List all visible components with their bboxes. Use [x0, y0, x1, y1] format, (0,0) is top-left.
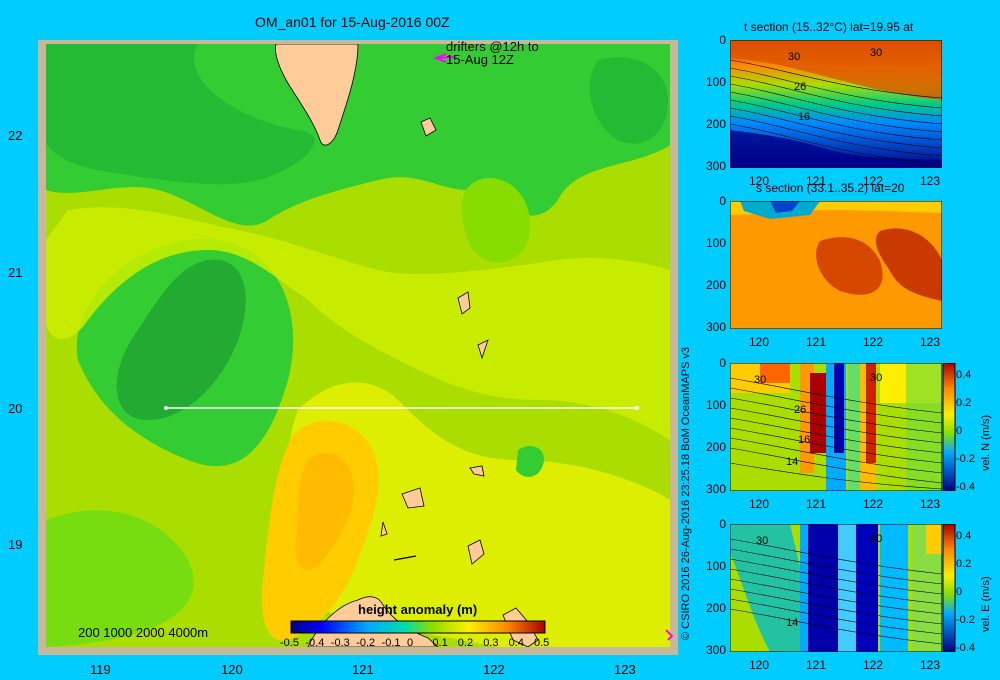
- colorbar-tick: -0.5: [280, 637, 299, 649]
- panel-3-cb-tick: 0.4: [956, 530, 972, 542]
- svg-text:26: 26: [794, 81, 806, 93]
- panel-2-x-tick: 123: [920, 497, 941, 511]
- lon-label-120: 120: [221, 662, 243, 677]
- svg-text:16: 16: [798, 111, 810, 123]
- colorbar-tick: 0: [407, 637, 414, 649]
- panel-2-y-tick: 300: [705, 482, 726, 496]
- svg-text:30: 30: [870, 47, 882, 59]
- panel-2-x-tick: 120: [749, 497, 770, 511]
- svg-text:14: 14: [786, 456, 798, 468]
- panel-1-title: s section (33.1..35.2) lat=20: [756, 181, 905, 195]
- svg-text:26: 26: [794, 404, 806, 416]
- height-anomaly-map: [38, 40, 678, 655]
- panel-2-cb-tick: 0.4: [956, 369, 972, 381]
- svg-text:16: 16: [798, 434, 810, 446]
- lon-label-121: 121: [352, 662, 374, 677]
- credit-text: © CSIRO 2016 26-Aug-2016 23:25:18 BoM Oc…: [680, 346, 692, 640]
- panel-3-y-tick: 0: [719, 517, 726, 531]
- lat-label-21: 21: [8, 265, 23, 280]
- colorbar-tick: -0.4: [305, 637, 325, 649]
- panel-3-x-tick: 120: [749, 658, 770, 672]
- svg-text:14: 14: [786, 617, 798, 629]
- svg-text:30: 30: [756, 535, 768, 547]
- panel-0-y-tick: 200: [705, 117, 726, 131]
- panel-2-cb-tick: 0.2: [956, 397, 972, 409]
- panel-0-x-tick: 121: [806, 174, 827, 188]
- colorbar-tick: 0.2: [457, 637, 474, 649]
- panel-3-cb-tick: -0.4: [956, 642, 975, 654]
- svg-text:30: 30: [788, 51, 800, 63]
- colorbar-tick: -0.1: [381, 637, 401, 649]
- colorbar-tick: 0.1: [432, 637, 448, 649]
- lat-label-19: 19: [8, 537, 23, 552]
- height-colorbar: [290, 620, 546, 634]
- panel-2-x-tick: 121: [806, 497, 827, 511]
- panel-3-x-tick: 121: [806, 658, 827, 672]
- velocity-north-section: 30 30 26 16 14: [730, 363, 942, 491]
- panel-3-cb-tick: -0.2: [956, 614, 975, 626]
- colorbar-ticks: -0.5 -0.4 -0.3 -0.2 -0.1 0 0.1 0.2 0.3 0.4 0.5: [280, 637, 556, 653]
- panel-0-x-tick: 122: [863, 174, 884, 188]
- salinity-section: [730, 201, 942, 329]
- panel-1-x-tick: 123: [920, 335, 941, 349]
- panel-0-y-tick: 300: [705, 159, 726, 173]
- panel-2-y-tick: 200: [705, 440, 726, 454]
- panel-2-x-tick: 122: [863, 497, 884, 511]
- vel-e-colorbar: [942, 524, 956, 652]
- panel-2-y-tick: 0: [719, 356, 726, 370]
- colorbar-title: height anomaly (m): [358, 602, 478, 617]
- svg-text:30: 30: [870, 533, 882, 545]
- panel-3-y-tick: 300: [705, 643, 726, 657]
- lon-label-123: 123: [614, 662, 636, 677]
- panel-3-y-tick: 200: [705, 601, 726, 615]
- panel-1-x-tick: 122: [863, 335, 884, 349]
- velocity-east-section: 30 30 14: [730, 524, 942, 652]
- colorbar-tick: 0.5: [534, 637, 550, 649]
- panel-0-y-tick: 0: [719, 33, 726, 47]
- panel-2-cb-tick: -0.2: [956, 453, 975, 465]
- panel-1-y-tick: 0: [719, 194, 726, 208]
- drifters-label: drifters @12h to 15-Aug 12Z: [446, 39, 539, 67]
- panel-3-cb-label: vel. E (m/s): [980, 576, 992, 632]
- panel-1-y-tick: 300: [705, 320, 726, 334]
- temperature-section: 30 30 26 16: [730, 40, 942, 168]
- panel-3-cb-tick: 0.2: [956, 558, 972, 570]
- lat-label-22: 22: [8, 128, 23, 143]
- panel-1-y-tick: 200: [705, 278, 726, 292]
- panel-2-y-tick: 100: [705, 398, 726, 412]
- panel-2-cb-tick: 0: [956, 425, 963, 437]
- depth-legend: 200 1000 2000 4000m: [78, 625, 209, 640]
- map-title: OM_an01 for 15-Aug-2016 00Z: [255, 14, 450, 30]
- panel-0-x-tick: 123: [920, 174, 941, 188]
- panel-0-title: t section (15..32°C) lat=19.95 at: [744, 20, 914, 34]
- colorbar-tick: -0.2: [356, 637, 376, 649]
- vel-n-colorbar: [942, 363, 956, 491]
- lon-label-119: 119: [90, 662, 111, 677]
- land-taiwan: [275, 44, 359, 146]
- panel-3-x-tick: 122: [863, 658, 884, 672]
- panel-2-cb-label: vel. N (m/s): [980, 414, 992, 471]
- colorbar-tick: 0.4: [508, 637, 524, 649]
- colorbar-tick: -0.3: [330, 637, 350, 649]
- panel-3-y-tick: 100: [705, 559, 726, 573]
- panel-2-cb-tick: -0.4: [956, 481, 975, 493]
- panel-1-y-tick: 100: [705, 236, 726, 250]
- panel-3-x-tick: 123: [920, 658, 941, 672]
- panel-1-x-tick: 121: [806, 335, 827, 349]
- panel-1-x-tick: 120: [749, 335, 770, 349]
- lon-label-122: 122: [483, 662, 505, 677]
- panel-0-y-tick: 100: [705, 75, 726, 89]
- panel-0-x-tick: 120: [749, 174, 770, 188]
- lat-label-20: 20: [8, 401, 23, 416]
- colorbar-tick: 0.3: [483, 637, 499, 649]
- svg-text:30: 30: [870, 372, 882, 384]
- panel-3-cb-tick: 0: [956, 586, 963, 598]
- svg-text:30: 30: [754, 374, 766, 386]
